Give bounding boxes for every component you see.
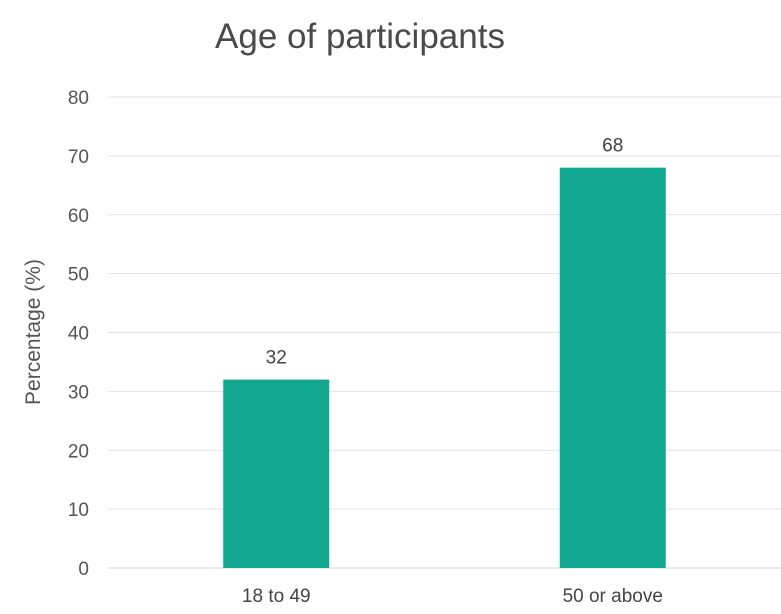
chart-title: Age of participants	[215, 17, 505, 56]
bar	[223, 379, 330, 568]
y-tick-label: 0	[78, 559, 89, 580]
y-tick-label: 70	[68, 147, 89, 168]
y-axis-ticks: 0 10 20 30 40 50 60 70 80	[68, 88, 89, 580]
y-tick-label: 40	[68, 324, 89, 345]
y-axis-label: Percentage (%)	[22, 259, 45, 405]
y-tick-label: 20	[68, 441, 89, 462]
x-axis-ticks: 18 to 49 50 or above	[242, 586, 663, 607]
x-tick-label: 50 or above	[563, 586, 663, 607]
bar-value-label: 68	[602, 136, 623, 157]
y-tick-label: 30	[68, 382, 89, 403]
y-tick-label: 60	[68, 206, 89, 227]
gridlines	[108, 96, 781, 569]
bar	[559, 167, 666, 568]
bars	[223, 167, 666, 568]
y-tick-label: 10	[68, 500, 89, 521]
y-tick-label: 80	[68, 88, 89, 109]
y-tick-label: 50	[68, 265, 89, 286]
x-tick-label: 18 to 49	[242, 586, 311, 607]
bar-value-label: 32	[266, 348, 287, 369]
data-labels: 32 68	[266, 136, 624, 369]
